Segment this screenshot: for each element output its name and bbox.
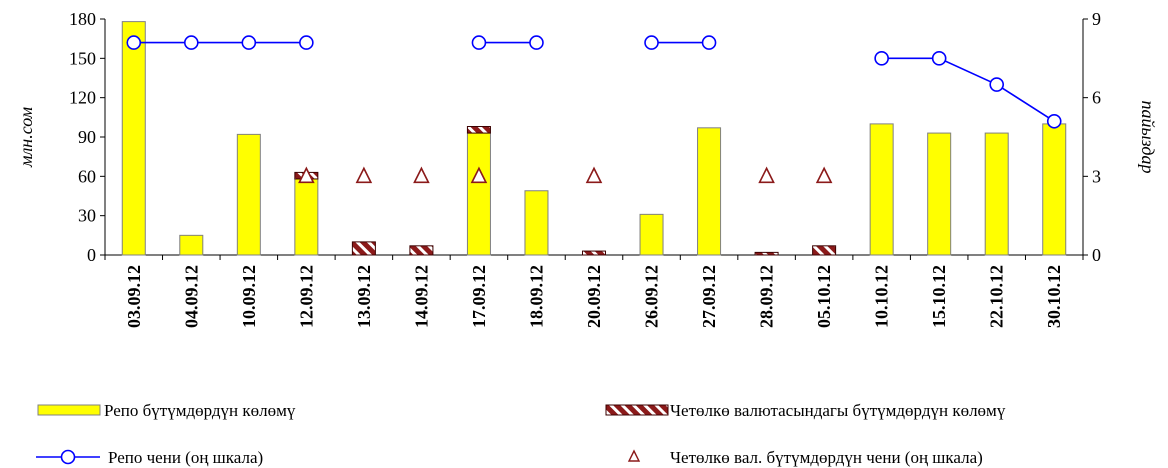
repo-bar [697,127,722,256]
repo-rate-point [299,35,314,50]
y2-tick-label: 0 [1092,245,1101,265]
y-tick-label: 60 [78,166,96,186]
repo-rate-point [183,35,199,50]
y2-tick-label: 6 [1092,88,1101,108]
x-tick-label: 15.10.12 [929,265,949,328]
legend-label-repo-rate: Репо чени (оң шкала) [108,448,263,467]
x-tick-label: 17.09.12 [469,265,489,328]
fx-rate-marker [298,166,315,184]
x-tick-label: 12.09.12 [296,265,316,328]
x-tick-label: 30.10.12 [1044,265,1064,328]
repo-rate-point [126,35,142,50]
repo-rate-point [701,35,717,50]
repo-rate-point [874,51,889,66]
y2-axis-title: пайыздар [1138,100,1158,173]
x-tick-label: 14.09.12 [411,265,431,328]
fx-bar [466,126,491,134]
repo-rate-point [241,35,257,50]
x-tick-label: 27.09.12 [699,265,719,328]
repo-bar [466,132,491,256]
repo-bar [524,190,549,256]
x-tick-label: 22.10.12 [987,265,1007,328]
x-tick-label: 04.09.12 [181,265,201,328]
repo-bar [294,178,319,256]
legend-label-repo-volume: Репо бүтүмдөрдүн көлөмү [104,401,296,420]
legend-label-fx-rate: Четөлкө вал. бүтүмдөрдүн чени (оң шкала) [670,448,983,467]
fx-bar [409,245,434,256]
x-tick-label: 13.09.12 [354,265,374,328]
fx-bar [581,250,607,256]
fx-bar [351,241,376,256]
x-tick-label: 26.09.12 [642,265,662,328]
y-axis-title: млн.сом [16,106,36,168]
rate-lines [126,35,1062,129]
legend-swatch-repo-volume [37,404,101,416]
repo-bar [869,123,894,256]
legend-swatch-repo-rate-point [60,449,76,465]
repo-rate-point [471,35,487,50]
y-tick-label: 150 [69,48,96,68]
repo-rate-line [881,57,1055,122]
y-tick-label: 30 [78,206,96,226]
fx-rate-marker [815,166,833,184]
fx-rate-marker [470,166,488,184]
labels: 0 30 60 90 120 150 180 0 3 6 9 млн.сом пайыздар 03.09… [16,9,1158,328]
repo-rate-point [644,35,659,50]
fx-bar [812,245,837,256]
fx-rate-marker [355,166,373,184]
legend-swatch-fx-volume [605,404,669,416]
repo-bar [1042,123,1067,256]
fx-rate-marker [585,166,603,184]
x-tick-label: 10.09.12 [239,265,259,328]
repo-bar [984,132,1009,256]
legend: Репо бүтүмдөрдүн көлөмү Четөлкө валютасын… [36,401,1006,467]
repo-rate-point [529,35,544,50]
fx-bar [754,251,779,256]
x-tick-label: 18.09.12 [526,265,546,328]
markers [298,166,833,184]
repo-bar [121,21,146,256]
repo-rate-point [1046,113,1062,129]
y-tick-label: 180 [69,9,96,29]
fx-rate-marker [758,166,775,184]
y2-tick-label: 9 [1092,9,1101,29]
repo-bar [179,234,204,256]
fx-rate-marker [413,166,430,184]
y-tick-label: 90 [78,127,96,147]
legend-label-fx-volume: Четөлкө валютасындагы бүтүмдөрдүн көлөмү [670,401,1006,420]
x-tick-label: 28.09.12 [757,265,777,328]
repo-bar [236,133,261,256]
x-tick-label: 03.09.12 [124,265,144,328]
repo-rate-point [931,51,947,66]
repo-rate-point [989,77,1005,92]
repo-bar [639,213,664,256]
repo-bar [927,132,952,256]
y-tick-label: 0 [87,245,96,265]
x-tick-label: 05.10.12 [814,265,834,328]
y2-tick-label: 3 [1092,166,1101,186]
x-tick-label: 10.10.12 [872,265,892,328]
y-tick-label: 120 [69,88,96,108]
bars [121,21,1067,256]
x-tick-label: 20.09.12 [584,265,604,328]
legend-swatch-fx-rate [627,449,641,462]
